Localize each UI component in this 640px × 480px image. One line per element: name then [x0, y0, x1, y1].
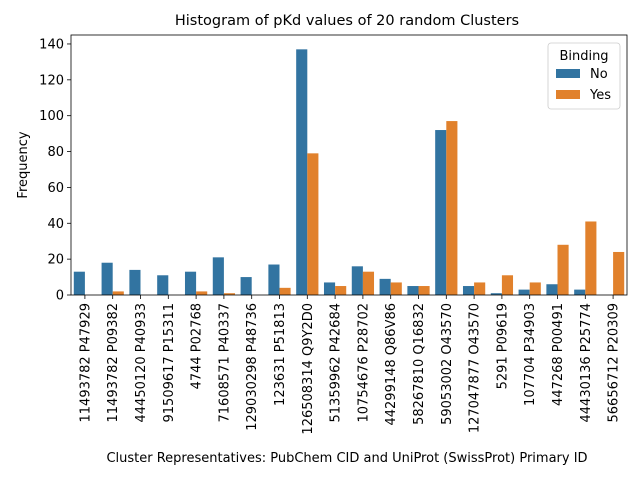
bar-no-16 [518, 289, 530, 295]
bar-no-17 [546, 284, 558, 295]
bar-yes-17 [557, 244, 569, 295]
x-tick-label: 51359962 P42684 [329, 303, 344, 423]
bar-yes-9 [335, 286, 347, 295]
bar-no-9 [323, 282, 336, 295]
y-tick-label: 20 [47, 253, 64, 268]
y-axis: 0 20 40 60 80 100 120 140 [39, 37, 71, 304]
legend-title: Binding [559, 49, 608, 64]
plot-frame [70, 34, 628, 296]
bar-no-3 [157, 275, 169, 295]
legend: Binding No Yes [547, 42, 621, 110]
bar-no-5 [212, 257, 224, 295]
x-tick-label: 56656712 P20309 [607, 303, 622, 423]
x-tick-label: 58267810 Q16832 [412, 303, 427, 425]
bar-no-10 [351, 266, 363, 295]
legend-swatch-yes [556, 90, 580, 99]
bar-yes-4 [196, 291, 208, 295]
x-tick-label: 44450120 P40933 [134, 303, 149, 423]
y-tick-label: 40 [47, 217, 64, 232]
y-axis-title: Frequency [16, 131, 31, 198]
bar-yes-12 [418, 286, 430, 295]
x-tick-label: 11493782 P47929 [78, 303, 93, 423]
x-tick-label: 123631 P51813 [273, 303, 288, 406]
x-tick-label: 44430136 P25774 [579, 303, 594, 423]
legend-label-yes: Yes [589, 88, 611, 103]
bar-yes-18 [585, 221, 597, 295]
x-tick-label: 59053002 O43570 [440, 303, 455, 425]
bar-no-1 [101, 262, 113, 295]
bar-no-7 [268, 264, 280, 295]
x-tick-label: 447268 P00491 [551, 303, 566, 406]
bar-no-11 [379, 278, 391, 295]
y-tick-label: 80 [47, 145, 64, 160]
bar-no-6 [240, 277, 252, 295]
bar-yes-8 [307, 153, 319, 295]
bar-yes-16 [529, 282, 541, 295]
bar-no-4 [184, 271, 197, 295]
bar-no-12 [407, 286, 419, 295]
y-tick-label: 140 [39, 37, 64, 52]
x-tick-label: 44299148 Q86V86 [384, 303, 399, 426]
y-tick-label: 120 [39, 73, 64, 88]
x-axis-title: Cluster Representatives: PubChem CID and… [106, 451, 587, 466]
legend-label-no: No [590, 67, 608, 82]
bar-yes-5 [223, 293, 236, 295]
bar-yes-11 [390, 282, 402, 295]
y-tick-label: 60 [47, 181, 64, 196]
x-tick-label: 127047877 O43570 [468, 303, 483, 433]
x-tick-label: 126508314 Q9Y2D0 [301, 303, 316, 435]
bars-group [73, 49, 625, 296]
x-tick-label: 107704 P34903 [523, 303, 538, 406]
bar-no-14 [462, 286, 475, 295]
x-tick-label: 5291 P09619 [495, 303, 510, 389]
legend-swatch-no [556, 69, 580, 78]
bar-no-2 [129, 269, 141, 295]
x-tick-label: 129030298 P48736 [245, 303, 260, 431]
x-axis: 11493782 P47929 11493782 P09382 44450120 P… [78, 295, 622, 435]
x-tick-label: 71608571 P40337 [217, 303, 232, 423]
bar-yes-19 [613, 251, 625, 295]
bar-yes-7 [279, 287, 291, 295]
y-tick-label: 0 [56, 289, 64, 304]
bar-yes-15 [501, 275, 514, 295]
bar-no-13 [435, 130, 447, 295]
bar-yes-10 [362, 271, 375, 295]
bar-yes-1 [112, 291, 124, 295]
bar-no-0 [73, 271, 85, 295]
x-tick-label: 11493782 P09382 [106, 303, 121, 423]
bar-yes-13 [446, 121, 458, 295]
bar-no-18 [574, 289, 586, 295]
x-tick-label: 91509617 P15311 [162, 303, 177, 423]
chart-title: Histogram of pKd values of 20 random Clu… [175, 13, 519, 29]
bar-no-15 [490, 293, 502, 295]
x-tick-label: 4744 P02768 [190, 303, 205, 389]
bar-yes-14 [474, 282, 486, 295]
x-tick-label: 10754676 P28702 [356, 303, 371, 423]
bar-no-8 [296, 49, 308, 296]
y-tick-label: 100 [39, 109, 64, 124]
